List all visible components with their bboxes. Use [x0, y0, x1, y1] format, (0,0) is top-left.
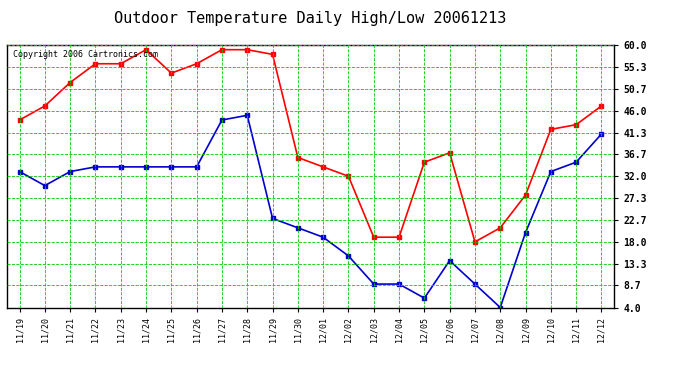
Text: Outdoor Temperature Daily High/Low 20061213: Outdoor Temperature Daily High/Low 20061…: [115, 11, 506, 26]
Text: Copyright 2006 Cartronics.com: Copyright 2006 Cartronics.com: [13, 50, 158, 59]
